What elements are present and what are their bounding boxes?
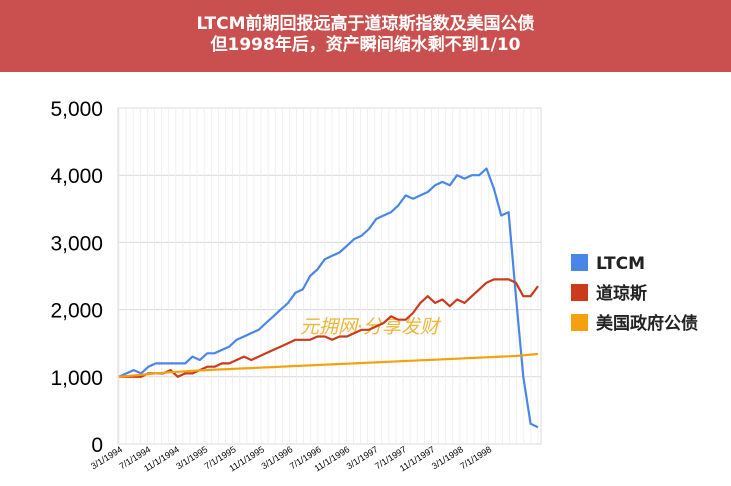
- y-tick-label: 5,000: [50, 98, 103, 121]
- x-axis: 3/1/19947/1/199411/1/19943/1/19957/1/199…: [89, 444, 493, 473]
- y-axis: 0 1,000 2,000 3,000 4,000 5,000: [50, 98, 103, 457]
- x-tick-label: 3/1/1998: [430, 444, 465, 471]
- x-tick-label: 3/1/1996: [259, 444, 294, 471]
- legend-label: 美国政府公债: [596, 313, 698, 334]
- series-line: [119, 278, 539, 378]
- y-tick-label: 0: [91, 434, 103, 457]
- y-tick-label: 1,000: [50, 367, 103, 390]
- legend-label: 道琼斯: [596, 283, 647, 304]
- x-tick-label: 7/1/1998: [458, 444, 493, 471]
- legend-swatch: [571, 314, 588, 331]
- plot-area: [117, 107, 542, 445]
- series-line: [118, 352, 539, 378]
- title-line-1: LTCM前期回报远高于道琼斯指数及美国公债: [196, 14, 535, 34]
- y-tick-label: 4,000: [50, 165, 103, 188]
- plot-series: [118, 167, 539, 429]
- y-tick-label: 3,000: [50, 232, 103, 255]
- grid: [117, 107, 542, 445]
- legend-label: LTCM: [596, 254, 645, 274]
- legend-swatch: [571, 254, 588, 271]
- title-banner: LTCM前期回报远高于道琼斯指数及美国公债 但1998年后，资产瞬间缩水剩不到1…: [0, 0, 731, 72]
- x-tick-label: 3/1/1995: [174, 444, 209, 471]
- watermark: 元拥网·分享发财: [300, 316, 442, 338]
- title-line-2: 但1998年后，资产瞬间缩水剩不到1/10: [210, 35, 521, 55]
- legend-swatch: [571, 284, 588, 301]
- series-line: [118, 167, 539, 429]
- x-tick-label: 3/1/1997: [345, 444, 380, 471]
- y-tick-label: 2,000: [50, 300, 103, 323]
